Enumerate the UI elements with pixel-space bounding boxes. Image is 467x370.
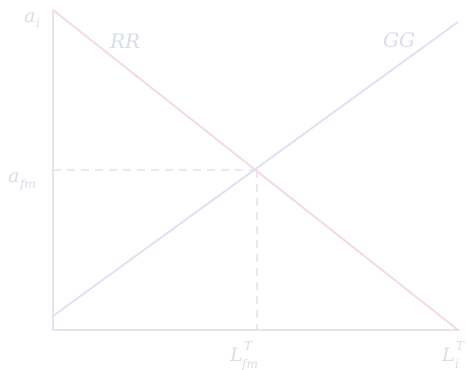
- x-axis-mid-label-sup: T: [244, 339, 253, 353]
- y-axis-top-label-base: a: [24, 5, 35, 27]
- y-axis-mid-label: a fm: [8, 165, 36, 191]
- y-axis-mid-label-sub: fm: [19, 177, 36, 191]
- gg-curve-label: GG: [383, 28, 415, 52]
- x-axis-right-label: L T i: [441, 339, 465, 370]
- x-axis-right-label-base: L: [441, 344, 455, 366]
- x-axis-right-label-sup: T: [456, 339, 465, 353]
- gg-curve: [52, 21, 459, 317]
- y-axis-top-label-sub: i: [36, 16, 40, 30]
- y-axis-top-label: a i: [24, 5, 40, 30]
- x-axis-mid-label: L T fm: [229, 339, 258, 370]
- y-axis-mid-label-base: a: [8, 165, 19, 187]
- rr-curve-label: RR: [109, 29, 140, 53]
- x-axis-mid-label-sub: fm: [241, 357, 258, 370]
- x-axis-mid-label-base: L: [229, 344, 243, 366]
- x-axis-right-label-sub: i: [455, 357, 459, 370]
